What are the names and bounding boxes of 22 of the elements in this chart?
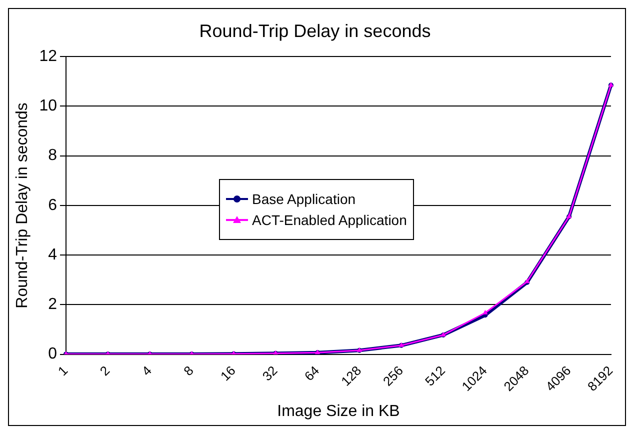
x-tick-label: 512 xyxy=(422,362,448,389)
x-tick-label: 32 xyxy=(259,362,280,384)
y-tick-label: 12 xyxy=(39,48,58,66)
x-tick-label: 4 xyxy=(138,362,154,379)
x-tick-label: 64 xyxy=(301,362,322,384)
x-tick-label: 8 xyxy=(180,362,196,379)
legend-label: Base Application xyxy=(252,191,356,207)
x-tick-label: 128 xyxy=(338,362,364,389)
y-axis-title: Round-Trip Delay in seconds xyxy=(14,102,32,308)
y-tick-label: 10 xyxy=(39,98,58,115)
y-tick-label: 4 xyxy=(48,246,58,264)
x-tick-label: 2 xyxy=(96,362,113,379)
chart-title: Round-Trip Delay in seconds xyxy=(199,20,431,41)
y-tick-label: 6 xyxy=(48,196,58,214)
x-axis-title: Image Size in KB xyxy=(277,402,400,420)
y-tick-label: 0 xyxy=(48,346,58,363)
x-tick-label: 1 xyxy=(54,362,71,379)
x-tick-label: 256 xyxy=(380,362,406,389)
x-tick-label: 16 xyxy=(217,362,238,384)
y-tick-label: 2 xyxy=(48,296,58,314)
y-tick-label: 8 xyxy=(48,147,58,164)
legend-label: ACT-Enabled Application xyxy=(252,212,407,228)
